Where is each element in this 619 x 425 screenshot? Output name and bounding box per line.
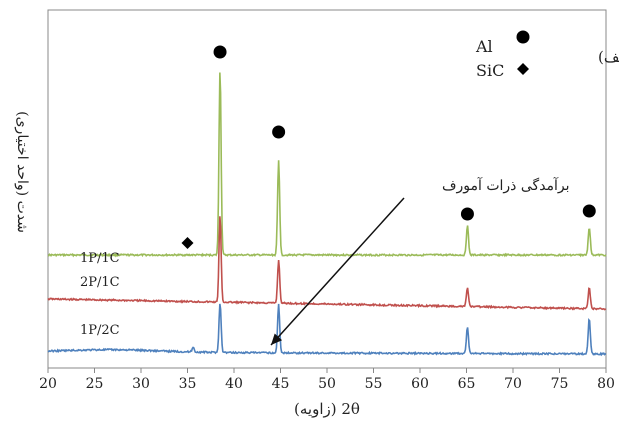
annotation-text: برآمدگی ذرات آمورف [442, 176, 570, 194]
al-peak-marker-icon [272, 125, 286, 139]
x-tick-label: 65 [458, 376, 476, 392]
peak-marker-layer [181, 45, 596, 249]
sic-peak-marker-icon [181, 237, 194, 249]
legend: Al SiC [475, 30, 530, 80]
series-line-1p-2c [47, 303, 607, 357]
annotation-arrow [270, 197, 405, 346]
legend-circle-icon [516, 30, 530, 44]
x-tick-label: 30 [132, 376, 150, 392]
x-tick-label: 60 [411, 376, 429, 392]
series-line-1p-1c [47, 72, 607, 258]
x-tick-label: 20 [39, 376, 57, 392]
legend-label-sic: SiC [476, 61, 504, 80]
x-tick-label: 75 [551, 376, 569, 392]
series-layer [47, 72, 607, 357]
legend-label-al: Al [475, 37, 493, 56]
al-peak-marker-icon [582, 204, 596, 218]
x-tick-label: 55 [365, 376, 383, 392]
x-tick-label: 25 [86, 376, 104, 392]
x-axis-ticks: 20 25 30 35 40 45 50 55 60 65 70 75 80 [39, 368, 615, 392]
panel-label: (الف) [598, 48, 619, 66]
al-peak-marker-icon [213, 45, 227, 59]
y-axis-label: شدت (واحد اختیاری) [14, 111, 30, 233]
x-tick-label: 40 [225, 376, 243, 392]
legend-diamond-icon [517, 63, 529, 75]
x-tick-label: 80 [597, 376, 615, 392]
x-tick-label: 50 [318, 376, 336, 392]
x-tick-label: 35 [179, 376, 197, 392]
series-label-2p1c: 2P/1C [80, 275, 120, 290]
x-axis-label: 2θ (زاویه) [294, 400, 360, 418]
annotation-arrowhead [271, 333, 283, 345]
al-peak-marker-icon [460, 207, 474, 221]
x-tick-label: 45 [272, 376, 290, 392]
x-tick-label: 70 [504, 376, 522, 392]
series-label-1p1c: 1P/1C [80, 251, 120, 266]
series-line-2p-1c [47, 216, 607, 311]
series-label-1p2c: 1P/2C [80, 323, 120, 338]
